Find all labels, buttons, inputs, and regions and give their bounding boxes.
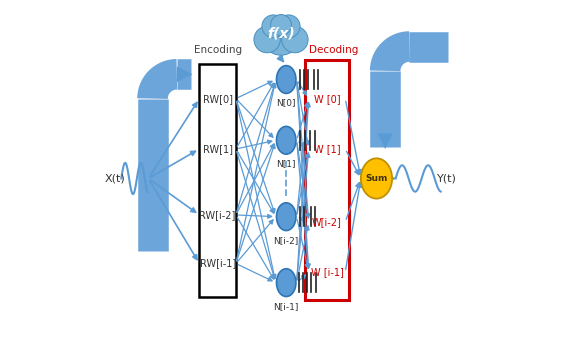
Ellipse shape: [277, 203, 296, 231]
Text: Decoding: Decoding: [309, 45, 358, 55]
Ellipse shape: [277, 65, 296, 93]
Text: Y(t): Y(t): [437, 174, 457, 183]
Text: Sum: Sum: [365, 174, 388, 183]
Text: N[i-1]: N[i-1]: [274, 302, 299, 311]
Text: N[0]: N[0]: [277, 99, 296, 107]
Text: f(x): f(x): [267, 26, 295, 40]
Text: W [0]: W [0]: [314, 93, 341, 104]
Circle shape: [262, 15, 285, 38]
Text: X(t): X(t): [105, 174, 125, 183]
Text: W [i-1]: W [i-1]: [311, 267, 343, 277]
Ellipse shape: [277, 126, 296, 154]
Circle shape: [270, 15, 292, 35]
Circle shape: [254, 26, 280, 53]
Text: N[1]: N[1]: [277, 159, 296, 168]
FancyBboxPatch shape: [200, 64, 236, 296]
Text: Encoding: Encoding: [193, 45, 242, 55]
Text: W[i-2]: W[i-2]: [312, 217, 342, 227]
Text: RW[1]: RW[1]: [203, 144, 233, 154]
Text: RW[i-1]: RW[i-1]: [200, 259, 235, 268]
FancyBboxPatch shape: [305, 61, 348, 300]
Circle shape: [277, 15, 300, 38]
Circle shape: [282, 26, 308, 53]
Text: RW[i-2]: RW[i-2]: [200, 210, 236, 220]
Text: N[i-2]: N[i-2]: [274, 236, 299, 245]
Circle shape: [262, 17, 300, 55]
Text: W [1]: W [1]: [314, 144, 341, 154]
Text: RW[0]: RW[0]: [203, 93, 233, 104]
Ellipse shape: [277, 269, 296, 296]
Ellipse shape: [361, 158, 392, 198]
